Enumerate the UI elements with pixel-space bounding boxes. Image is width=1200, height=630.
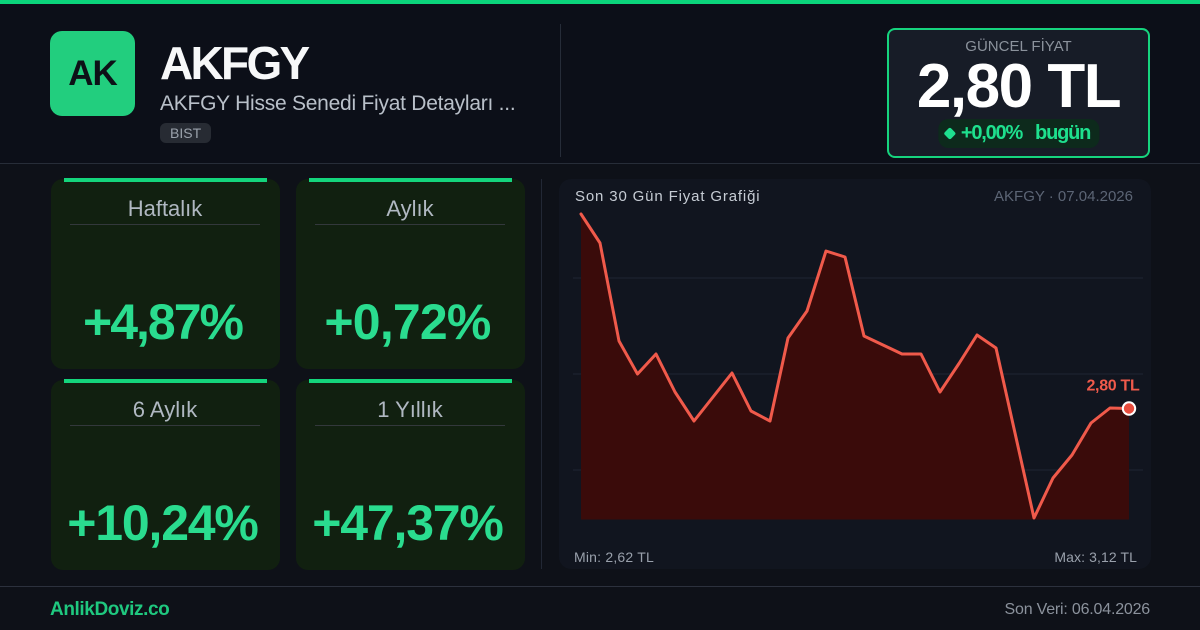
svg-text:2,80 TL: 2,80 TL <box>1086 378 1140 395</box>
